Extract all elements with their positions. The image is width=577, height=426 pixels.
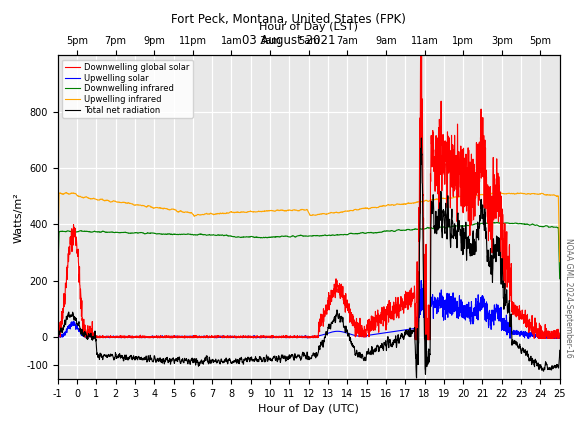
Line: Upwelling solar: Upwelling solar (58, 280, 560, 338)
Downwelling global solar (418, 12, 425, 17)
Downwelling infrared (556, 276, 563, 281)
Total net radiation (418, 135, 425, 141)
Downwelling infrared (445, 225, 452, 230)
X-axis label: Hour of Day (LST): Hour of Day (LST) (259, 22, 358, 32)
Total net radiation (54, 332, 61, 337)
Downwelling global solar (556, 331, 563, 336)
Text: NOAA GML 2024-September-16: NOAA GML 2024-September-16 (564, 238, 573, 358)
Upwelling infrared (166, 207, 173, 212)
Upwelling infrared (445, 196, 452, 201)
Downwelling global solar (384, 302, 391, 307)
Downwelling infrared (493, 220, 500, 225)
Text: 03 August 2021: 03 August 2021 (242, 34, 335, 47)
Downwelling infrared (455, 224, 462, 229)
Legend: Downwelling global solar, Upwelling solar, Downwelling infrared, Upwelling infra: Downwelling global solar, Upwelling sola… (62, 60, 193, 118)
Total net radiation (445, 216, 452, 222)
Downwelling infrared (165, 232, 172, 237)
Line: Downwelling global solar: Downwelling global solar (58, 14, 560, 340)
Line: Total net radiation: Total net radiation (58, 138, 560, 378)
Upwelling solar (411, 336, 418, 341)
Downwelling global solar (83, 334, 89, 340)
Total net radiation (556, 348, 563, 353)
Downwelling infrared (54, 278, 61, 283)
Upwelling infrared (83, 194, 89, 199)
Total net radiation (165, 358, 172, 363)
Total net radiation (83, 331, 89, 337)
Upwelling solar (418, 278, 425, 283)
Upwelling solar (456, 305, 463, 310)
Upwelling solar (165, 334, 172, 339)
X-axis label: Hour of Day (UTC): Hour of Day (UTC) (258, 404, 359, 414)
Upwelling solar (83, 333, 89, 338)
Total net radiation (384, 337, 391, 342)
Line: Upwelling infrared: Upwelling infrared (58, 193, 560, 262)
Downwelling global solar (445, 154, 452, 159)
Total net radiation (123, 354, 130, 359)
Upwelling solar (445, 295, 452, 300)
Line: Downwelling infrared: Downwelling infrared (58, 222, 560, 281)
Downwelling global solar (54, 328, 61, 333)
Upwelling infrared (556, 259, 563, 264)
Downwelling infrared (384, 228, 391, 233)
Upwelling infrared (54, 258, 61, 263)
Downwelling infrared (123, 230, 130, 235)
Total net radiation (413, 375, 420, 380)
Total net radiation (456, 222, 463, 227)
Upwelling solar (123, 334, 130, 340)
Text: Fort Peck, Montana, United States (FPK): Fort Peck, Montana, United States (FPK) (171, 13, 406, 26)
Downwelling global solar (165, 335, 172, 340)
Downwelling global solar (456, 157, 463, 162)
Downwelling global solar (412, 337, 419, 342)
Upwelling infrared (384, 202, 391, 207)
Upwelling infrared (63, 190, 70, 195)
Y-axis label: Watts/m²: Watts/m² (13, 192, 23, 243)
Upwelling solar (384, 330, 391, 335)
Upwelling infrared (123, 201, 130, 206)
Downwelling infrared (83, 229, 89, 234)
Upwelling solar (54, 334, 61, 340)
Upwelling infrared (455, 194, 462, 199)
Upwelling solar (556, 333, 563, 338)
Downwelling global solar (123, 335, 130, 340)
